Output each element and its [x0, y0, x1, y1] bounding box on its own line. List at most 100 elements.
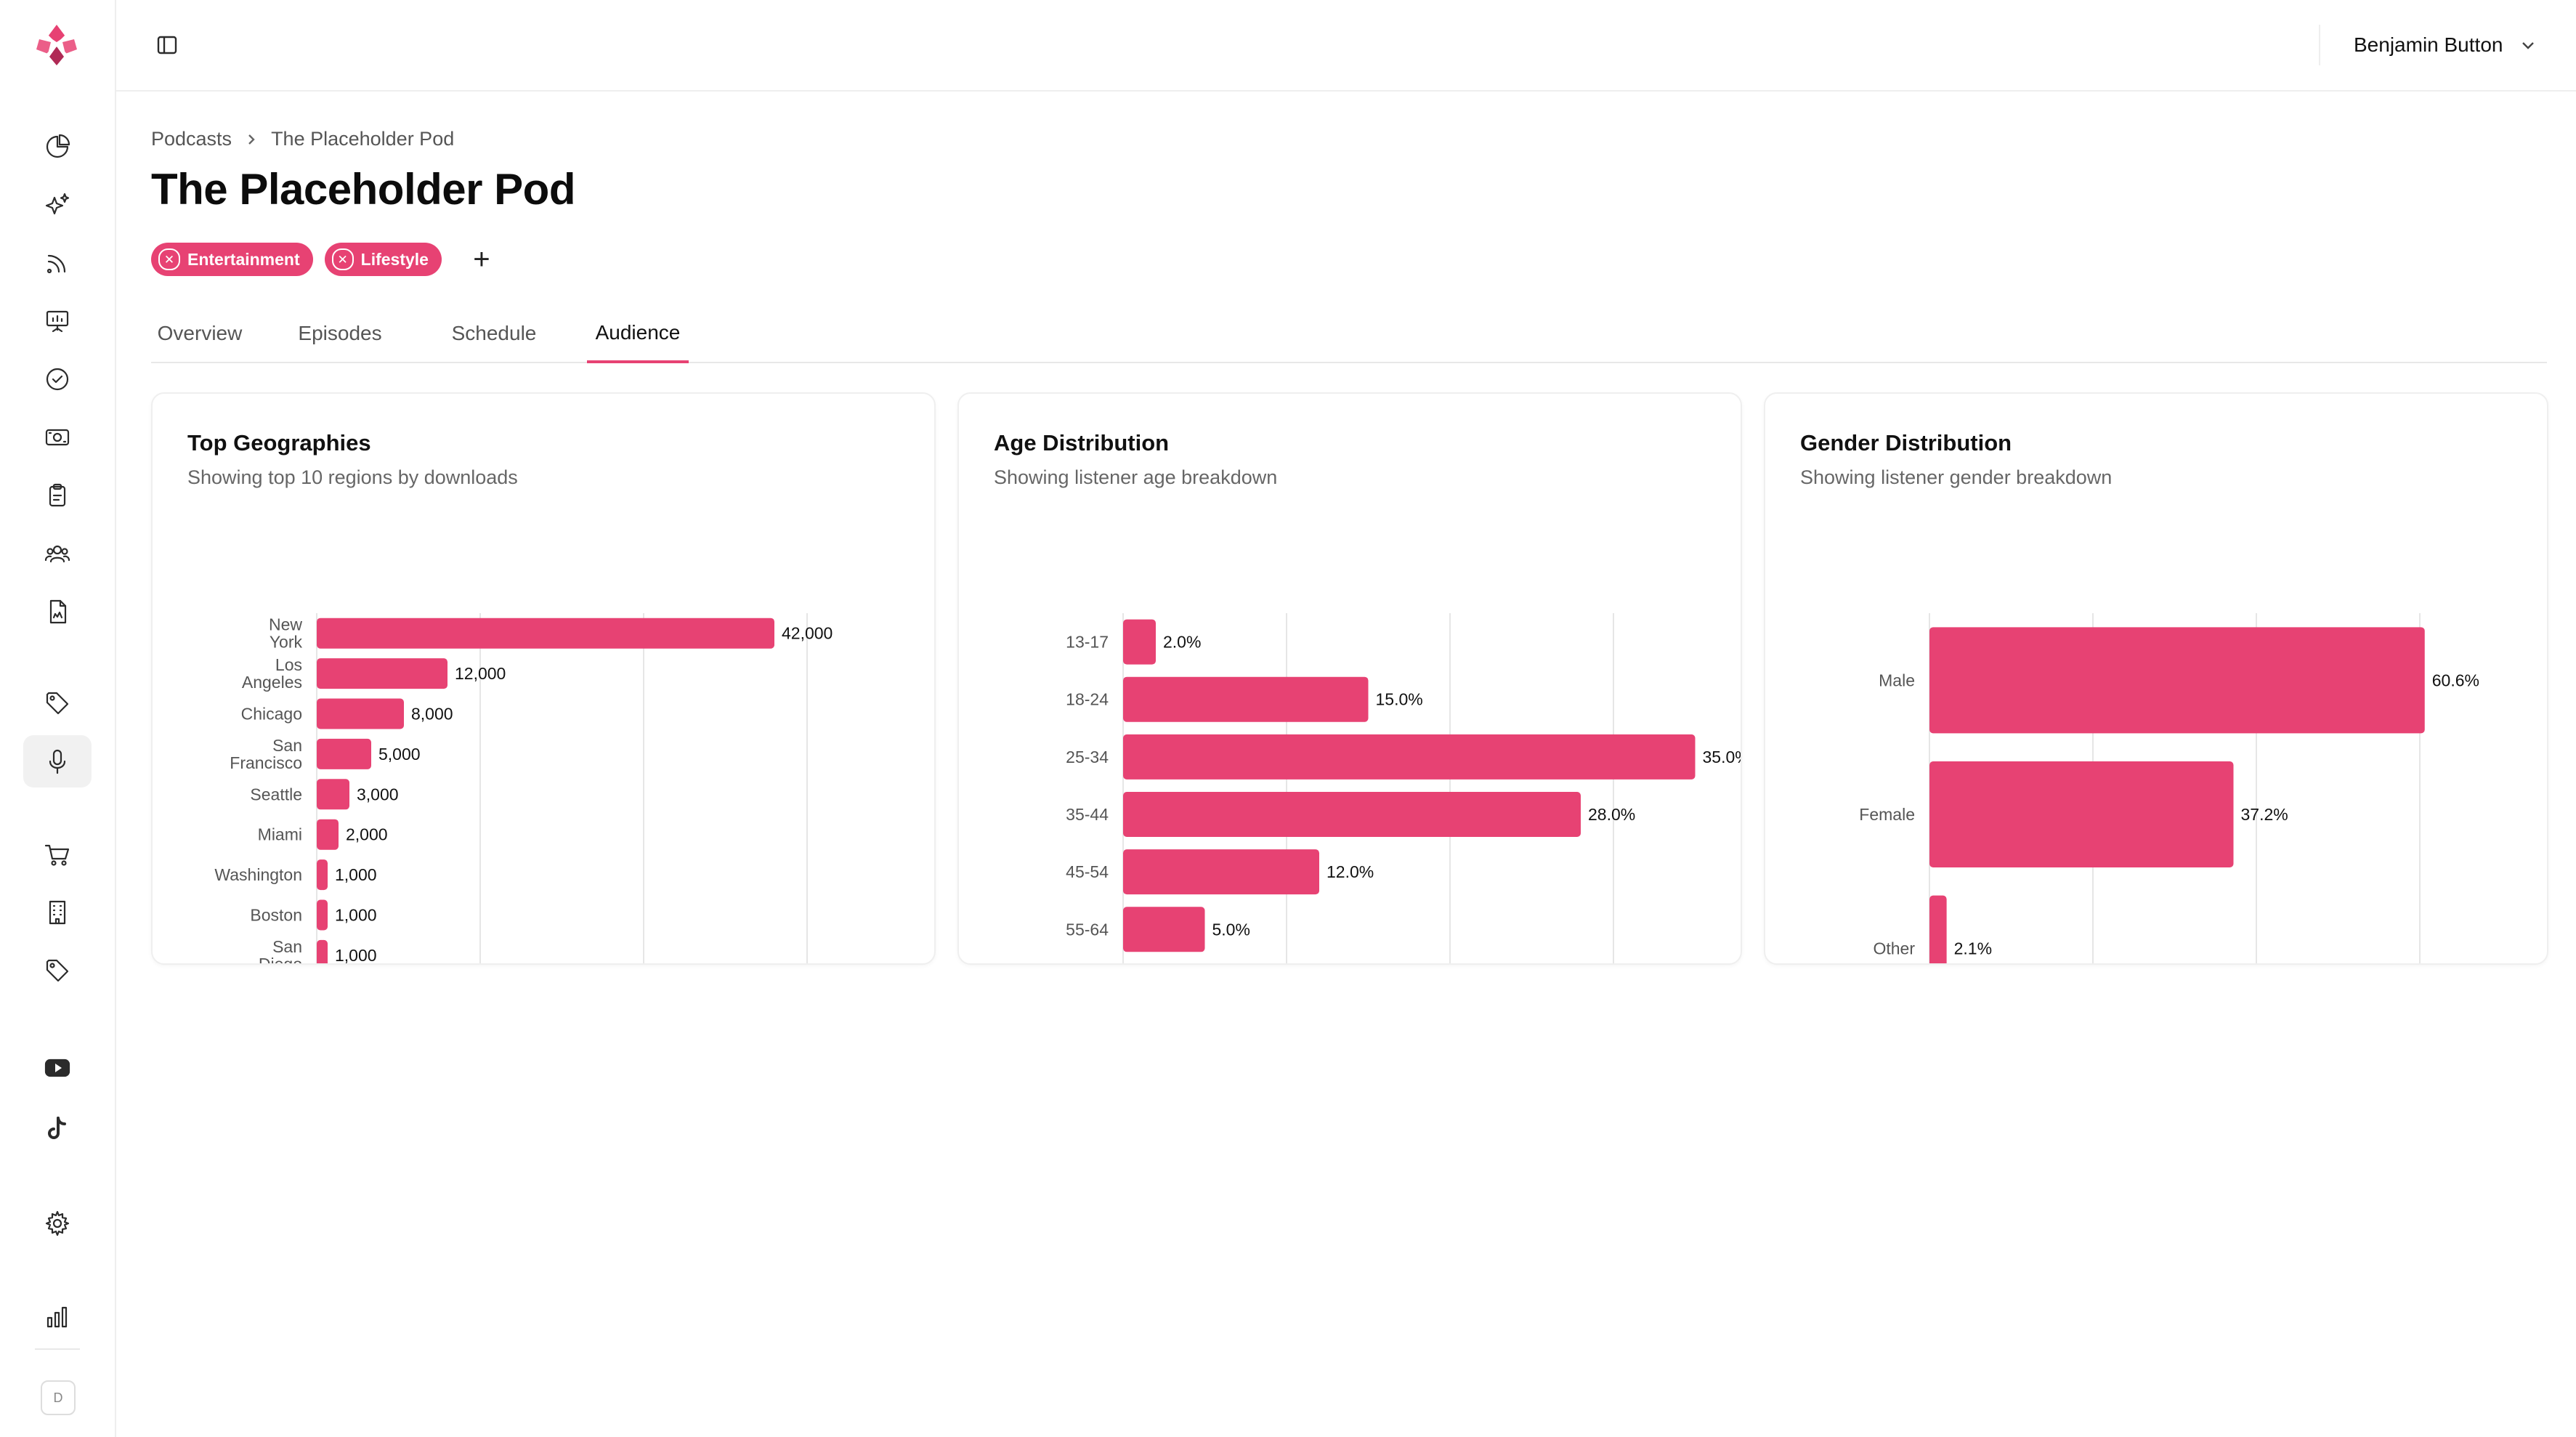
user-menu[interactable]: Benjamin Button [2354, 26, 2537, 64]
tab-schedule[interactable]: Schedule [451, 322, 537, 344]
bar-chart-icon[interactable] [23, 1290, 92, 1343]
card-subtitle: Showing listener age breakdown [994, 466, 1278, 488]
chart-bar [317, 939, 328, 963]
presentation-icon[interactable] [23, 295, 92, 347]
chart-bar [1929, 895, 1947, 963]
tag-label: Lifestyle [360, 249, 429, 269]
tab-audience[interactable]: Audience [587, 305, 689, 363]
clipboard-icon[interactable] [23, 469, 92, 522]
tab-overview[interactable]: Overview [157, 322, 243, 344]
value-label: 15.0% [1376, 690, 1423, 709]
value-label: 2.1% [1954, 939, 1992, 958]
category-label: Los [275, 655, 302, 674]
value-label: 2.0% [1163, 633, 1201, 652]
category-label: Other [1873, 939, 1915, 958]
age-card: Age Distribution Showing listener age br… [957, 392, 1742, 965]
card-subtitle: Showing top 10 regions by downloads [187, 466, 518, 488]
geographies-card: Top Geographies Showing top 10 regions b… [151, 392, 936, 965]
category-label: Boston [250, 906, 302, 925]
category-label: Angeles [242, 673, 302, 692]
chevron-down-icon [2522, 42, 2535, 49]
chart-bar [317, 859, 328, 891]
chart-bar [317, 738, 371, 769]
chart-bar [1123, 792, 1581, 837]
category-label: 45-54 [1066, 862, 1109, 881]
building-icon[interactable] [23, 886, 92, 939]
user-name: Benjamin Button [2354, 33, 2503, 56]
value-label: 37.2% [2241, 805, 2288, 824]
category-label: San [272, 937, 302, 956]
workspace-avatar[interactable]: D [41, 1380, 76, 1415]
card-title: Top Geographies [187, 430, 371, 456]
chart-bar [317, 899, 328, 931]
tag-icon[interactable] [23, 677, 92, 729]
category-label: Male [1879, 671, 1915, 689]
gender-chart: Male 60.6% Female 37.2% Other 2.1% [1859, 613, 2479, 963]
cart-icon[interactable] [23, 828, 92, 881]
value-label: 12,000 [455, 664, 506, 683]
logo-icon[interactable] [32, 20, 81, 70]
chart-bar [1123, 676, 1369, 722]
chart-bar [317, 779, 349, 810]
value-label: 60.6% [2432, 671, 2479, 689]
category-label: New [269, 615, 302, 634]
value-label: 1,000 [335, 906, 377, 925]
category-label: 55-64 [1066, 920, 1109, 939]
user-divider [2319, 25, 2320, 65]
category-label: 18-24 [1066, 690, 1109, 709]
category-label: Chicago [241, 705, 302, 724]
money-icon[interactable] [23, 411, 92, 464]
users-icon[interactable] [23, 527, 92, 580]
value-label: 1,000 [335, 865, 377, 884]
pie-chart-icon[interactable] [23, 121, 92, 173]
youtube-icon[interactable] [23, 1042, 92, 1094]
remove-tag-icon[interactable]: ✕ [158, 248, 180, 270]
chart-bar [317, 618, 774, 649]
chevron-right-icon [248, 134, 255, 145]
card-title: Gender Distribution [1800, 430, 2012, 456]
breadcrumb: Podcasts The Placeholder Pod [151, 128, 454, 150]
chart-bar [317, 819, 339, 850]
tag-icon[interactable] [23, 944, 92, 997]
value-label: 8,000 [411, 705, 453, 724]
tab-bar: Overview Episodes Schedule Audience [151, 305, 2547, 363]
page-title: The Placeholder Pod [151, 165, 575, 214]
value-label: 12.0% [1327, 862, 1374, 881]
value-label: 35.0% [1703, 748, 1741, 766]
tiktok-icon[interactable] [23, 1103, 92, 1155]
chart-bar [1929, 761, 2234, 867]
tag-lifestyle[interactable]: ✕ Lifestyle [324, 243, 442, 276]
value-label: 2,000 [346, 825, 388, 844]
value-label: 42,000 [782, 624, 833, 643]
tag-entertainment[interactable]: ✕ Entertainment [151, 243, 313, 276]
value-label: 1,000 [335, 946, 377, 963]
tab-episodes[interactable]: Episodes [298, 322, 382, 344]
chart-bar [1123, 619, 1156, 665]
breadcrumb-current: The Placeholder Pod [271, 128, 455, 150]
check-circle-icon[interactable] [23, 353, 92, 405]
rail-divider [35, 1348, 80, 1350]
category-label: San [272, 736, 302, 755]
sidebar-toggle-icon[interactable] [153, 31, 182, 60]
category-label: 13-17 [1066, 633, 1109, 652]
settings-icon[interactable] [23, 1197, 92, 1250]
value-label: 5.0% [1212, 920, 1250, 939]
tag-list: ✕ Entertainment ✕ Lifestyle + [151, 243, 498, 276]
category-label: Francisco [230, 753, 302, 772]
rss-icon[interactable] [23, 237, 92, 289]
age-chart: 13-17 2.0% 18-24 15.0% 25-34 35.0% 35-44 28.0% 4… [1066, 613, 1741, 963]
add-tag-button[interactable]: + [473, 243, 490, 275]
category-label: Miami [258, 825, 302, 844]
sidebar-rail: D [0, 0, 116, 1437]
category-label: Washington [214, 865, 302, 884]
card-title: Age Distribution [994, 430, 1170, 456]
document-icon[interactable] [23, 586, 92, 638]
microphone-icon[interactable] [23, 735, 92, 788]
breadcrumb-podcasts[interactable]: Podcasts [151, 128, 232, 150]
remove-tag-icon[interactable]: ✕ [331, 248, 354, 270]
category-label: Female [1859, 805, 1915, 824]
top-bar: Benjamin Button [116, 0, 2576, 92]
sparkles-icon[interactable] [23, 179, 92, 231]
category-label: Diego [259, 955, 302, 963]
